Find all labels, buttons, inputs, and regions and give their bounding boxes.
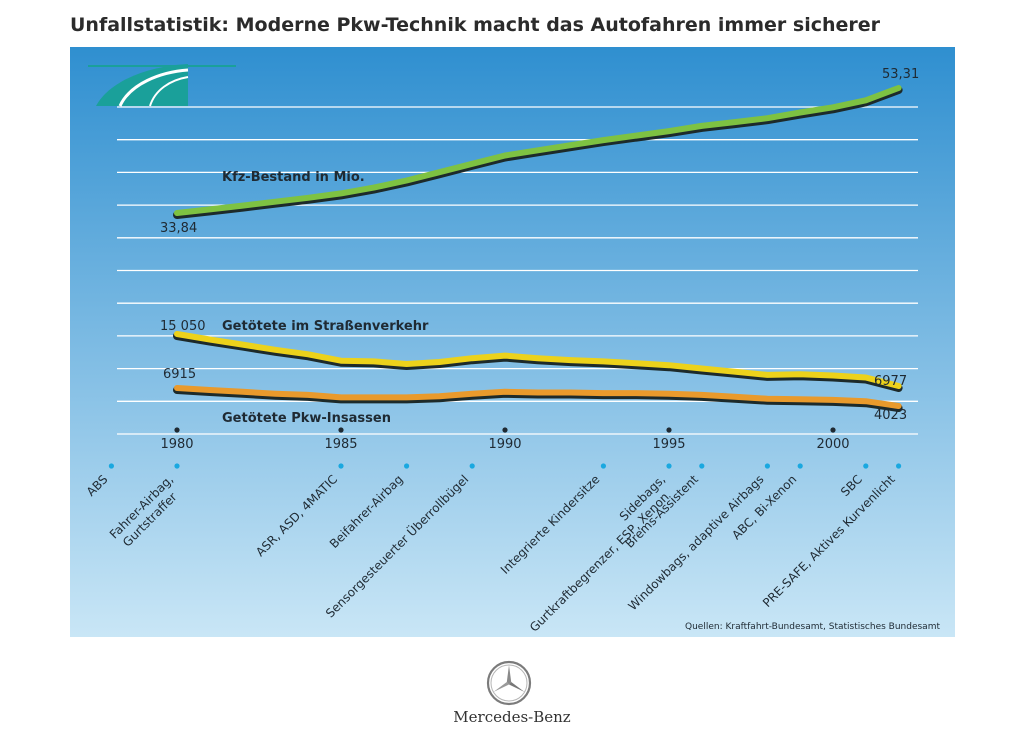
series-line-kfz (174, 85, 902, 216)
x-tick-dot (666, 427, 672, 433)
value-label-getoetete-start: 15 050 (160, 319, 206, 334)
source-note: Quellen: Kraftfahrt-Bundesamt, Statistis… (685, 622, 940, 632)
technology-dot (699, 463, 705, 469)
road-icon (88, 64, 236, 107)
technology-dot (404, 463, 410, 469)
value-label-getoetete-end: 6977 (874, 374, 907, 389)
series-label-kfz: Kfz-Bestand in Mio. (222, 170, 365, 185)
chart: 1980 1985 1990 1995 2000 ABSFahrer-Airbag,Gu… (70, 47, 955, 637)
technology-dot (797, 463, 803, 469)
x-axis: 1980 1985 1990 1995 2000 (160, 427, 850, 452)
series-lines (173, 85, 903, 412)
technology-dot (338, 463, 344, 469)
x-tick-dot (830, 427, 836, 433)
technology-dot (600, 463, 607, 469)
series-line-getoetete (174, 331, 902, 389)
mercedes-star-icon (486, 660, 532, 706)
technology-dot (108, 463, 114, 469)
x-tick-label: 1985 (324, 437, 357, 452)
x-tick-label: 1995 (652, 437, 685, 452)
chart-title: Unfallstatistik: Moderne Pkw-Technik mac… (70, 14, 881, 36)
road-lane-line (118, 68, 189, 107)
x-tick-label: 1980 (160, 437, 193, 452)
value-label-kfz-end: 53,31 (882, 67, 919, 82)
value-label-insassen-end: 4023 (874, 408, 907, 423)
technology-dot (764, 463, 771, 469)
technology-dot (896, 463, 902, 469)
x-tick-dot (502, 427, 508, 433)
x-tick-dot (174, 427, 180, 433)
x-tick-label: 2000 (816, 437, 849, 452)
technology-dot (174, 463, 180, 469)
brand-name: Mercedes-Benz (453, 708, 571, 726)
series-line-insassen (174, 385, 902, 409)
series-label-insassen: Getötete Pkw-Insassen (222, 411, 391, 426)
technology-dot (863, 463, 869, 469)
technology-dot (469, 463, 475, 469)
x-tick-dot (338, 427, 344, 433)
value-label-kfz-start: 33,84 (160, 221, 197, 236)
road-lane-line (149, 76, 189, 107)
technology-dot (666, 463, 672, 469)
x-tick-label: 1990 (488, 437, 521, 452)
series-label-getoetete: Getötete im Straßenverkehr (222, 319, 429, 334)
gridlines (117, 106, 918, 435)
value-label-insassen-start: 6915 (163, 367, 196, 382)
